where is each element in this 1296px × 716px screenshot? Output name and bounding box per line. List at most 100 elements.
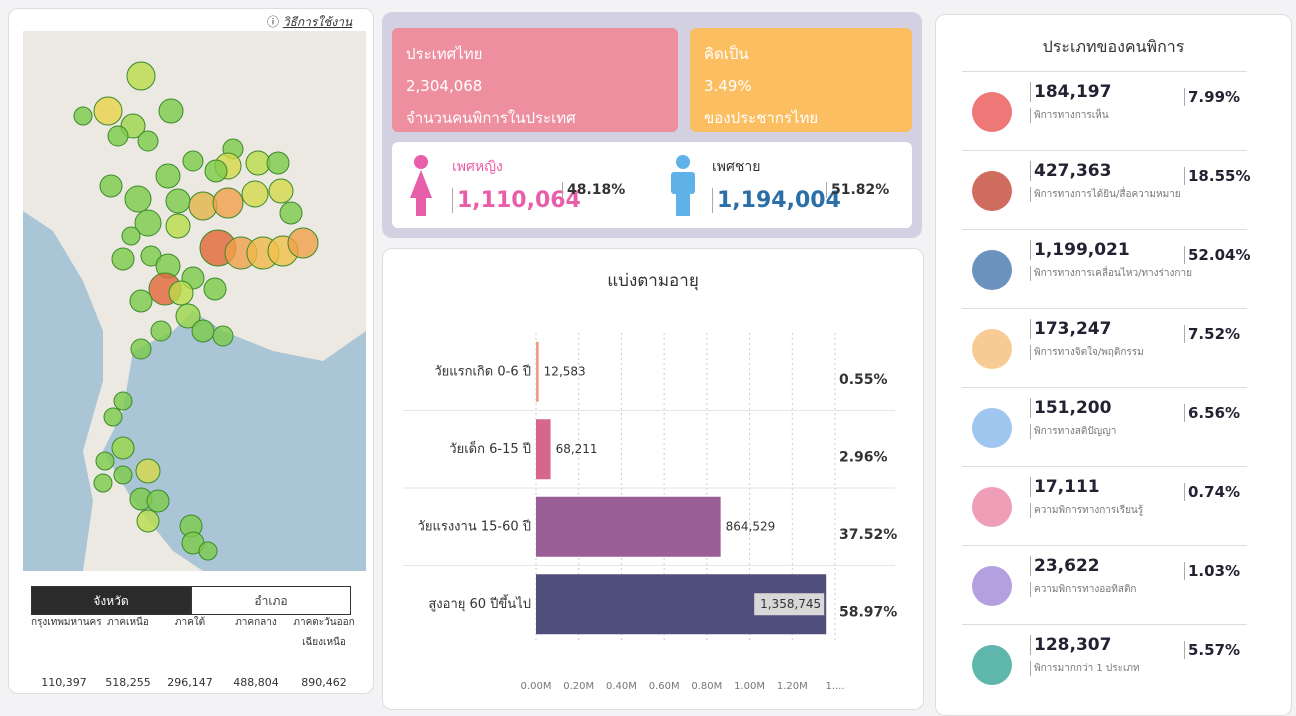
map-bubble	[204, 278, 226, 300]
map-bubble	[192, 320, 214, 342]
map-bubble	[94, 474, 112, 492]
type-value: 184,197	[1030, 82, 1111, 102]
map-bubble	[166, 214, 190, 238]
bar	[536, 497, 721, 557]
share-card: คิดเป็น 3.49% ของประชากรไทย	[690, 28, 912, 132]
age-panel: แบ่งตามอายุ 0.00M0.20M0.40M0.60M0.80M1.0…	[382, 248, 924, 710]
map-bubble	[94, 97, 122, 125]
type-share: 52.04%	[1184, 246, 1250, 264]
share-label: 58.97%	[839, 604, 897, 620]
x-tick-label: 0.80M	[691, 681, 722, 692]
value-label: 12,583	[544, 364, 586, 378]
region-label: กรุงเทพมหานคร	[31, 613, 97, 633]
region-value: 890,462	[291, 673, 357, 693]
tab[interactable]: จังหวัด	[31, 586, 191, 615]
type-icon	[972, 487, 1012, 527]
map-bubble	[131, 339, 151, 359]
type-value: 17,111	[1030, 477, 1100, 497]
type-share: 1.03%	[1184, 562, 1240, 580]
map-bubble	[205, 160, 227, 182]
type-label: พิการทางสติปัญญา	[1030, 424, 1116, 439]
x-tick-label: 1.00M	[734, 681, 765, 692]
share-label: 0.55%	[839, 372, 888, 388]
map-bubble	[125, 186, 151, 212]
type-icon	[972, 171, 1012, 211]
help[interactable]: ⓘ วิธีการใช้งาน	[267, 13, 352, 32]
map-bubble	[136, 459, 160, 483]
type-icon	[972, 566, 1012, 606]
type-share: 7.52%	[1184, 325, 1240, 343]
card-caption: ของประชากรไทย	[704, 102, 898, 134]
type-icon	[972, 92, 1012, 132]
y-tick-label: สูงอายุ 60 ปีขึ้นไป	[428, 594, 531, 612]
map-bubble	[108, 126, 128, 146]
type-share: 6.56%	[1184, 404, 1240, 422]
x-tick-label: 1.20M	[777, 681, 808, 692]
region-label: ภาคเหนือ	[95, 613, 161, 633]
type-icon	[972, 645, 1012, 685]
y-tick-label: วัยเด็ก 6-15 ปี	[449, 439, 531, 457]
map-bubble	[96, 452, 114, 470]
tab[interactable]: อำเภอ	[191, 586, 351, 615]
map-bubble	[104, 408, 122, 426]
map-bubble	[137, 510, 159, 532]
map-bubble	[127, 62, 155, 90]
type-share: 7.99%	[1184, 88, 1240, 106]
male-value: 1,194,004	[712, 188, 841, 213]
male-label: เพศชาย	[712, 156, 760, 178]
region-value: 296,147	[157, 673, 223, 693]
value-label: 1,358,745	[760, 597, 821, 611]
bar	[536, 342, 539, 402]
region-label: ภาคกลาง	[223, 613, 289, 633]
region-value: 518,255	[95, 673, 161, 693]
type-label: ความพิการทางการเรียนรู้	[1030, 503, 1143, 518]
share-label: 2.96%	[839, 449, 888, 465]
map-bubble	[242, 181, 268, 207]
map-bubble	[166, 189, 190, 213]
map-bubble	[112, 248, 134, 270]
type-label: พิการทางการได้ยิน/สื่อความหมาย	[1030, 187, 1181, 202]
region-label: ภาคตะวันออกเฉียงเหนือ	[291, 613, 357, 653]
female-share: 48.18%	[562, 182, 625, 198]
gender-card: เพศหญิง 1,110,064 48.18% เพศชาย 1,194,00…	[392, 142, 912, 228]
type-label: พิการทางการเคลื่อนไหว/ทางร่างกาย	[1030, 266, 1192, 281]
type-label: พิการทางการเห็น	[1030, 108, 1109, 123]
summary-panel: ประเทศไทย 2,304,068 จำนวนคนพิการในประเทศ…	[382, 12, 922, 238]
map-bubble	[213, 326, 233, 346]
map-bubble	[74, 107, 92, 125]
female-label: เพศหญิง	[452, 156, 503, 178]
help-link[interactable]: วิธีการใช้งาน	[283, 15, 352, 29]
region-value: 110,397	[31, 673, 97, 693]
type-value: 173,247	[1030, 319, 1111, 339]
type-icon	[972, 408, 1012, 448]
x-tick-label: 0.20M	[563, 681, 594, 692]
map-bubble	[100, 175, 122, 197]
share-label: 37.52%	[839, 527, 897, 543]
type-value: 128,307	[1030, 635, 1111, 655]
map-bubble	[138, 131, 158, 151]
type-value: 151,200	[1030, 398, 1111, 418]
map-bubble	[288, 228, 318, 258]
map-bubble	[114, 466, 132, 484]
country-card: ประเทศไทย 2,304,068 จำนวนคนพิการในประเทศ	[392, 28, 678, 132]
map-bubble	[183, 151, 203, 171]
card-value: 2,304,068	[406, 70, 664, 102]
chart-title: แบ่งตามอายุ	[607, 271, 699, 291]
bar	[536, 419, 551, 479]
type-value: 1,199,021	[1030, 240, 1130, 260]
type-row: 184,197 พิการทางการเห็น 7.99%	[962, 71, 1247, 150]
x-tick-label: 0.60M	[649, 681, 680, 692]
value-label: 68,211	[556, 442, 598, 456]
y-tick-label: วัยแรงงาน 15-60 ปี	[418, 518, 531, 534]
type-icon	[972, 329, 1012, 369]
map-bubble	[156, 164, 180, 188]
x-tick-label: 1....	[825, 681, 844, 692]
card-title: คิดเป็น	[704, 38, 898, 70]
map-bubble	[267, 152, 289, 174]
map-bubble	[112, 437, 134, 459]
type-value: 427,363	[1030, 161, 1111, 181]
y-tick-label: วัยแรกเกิด 0-6 ปี	[434, 363, 531, 379]
